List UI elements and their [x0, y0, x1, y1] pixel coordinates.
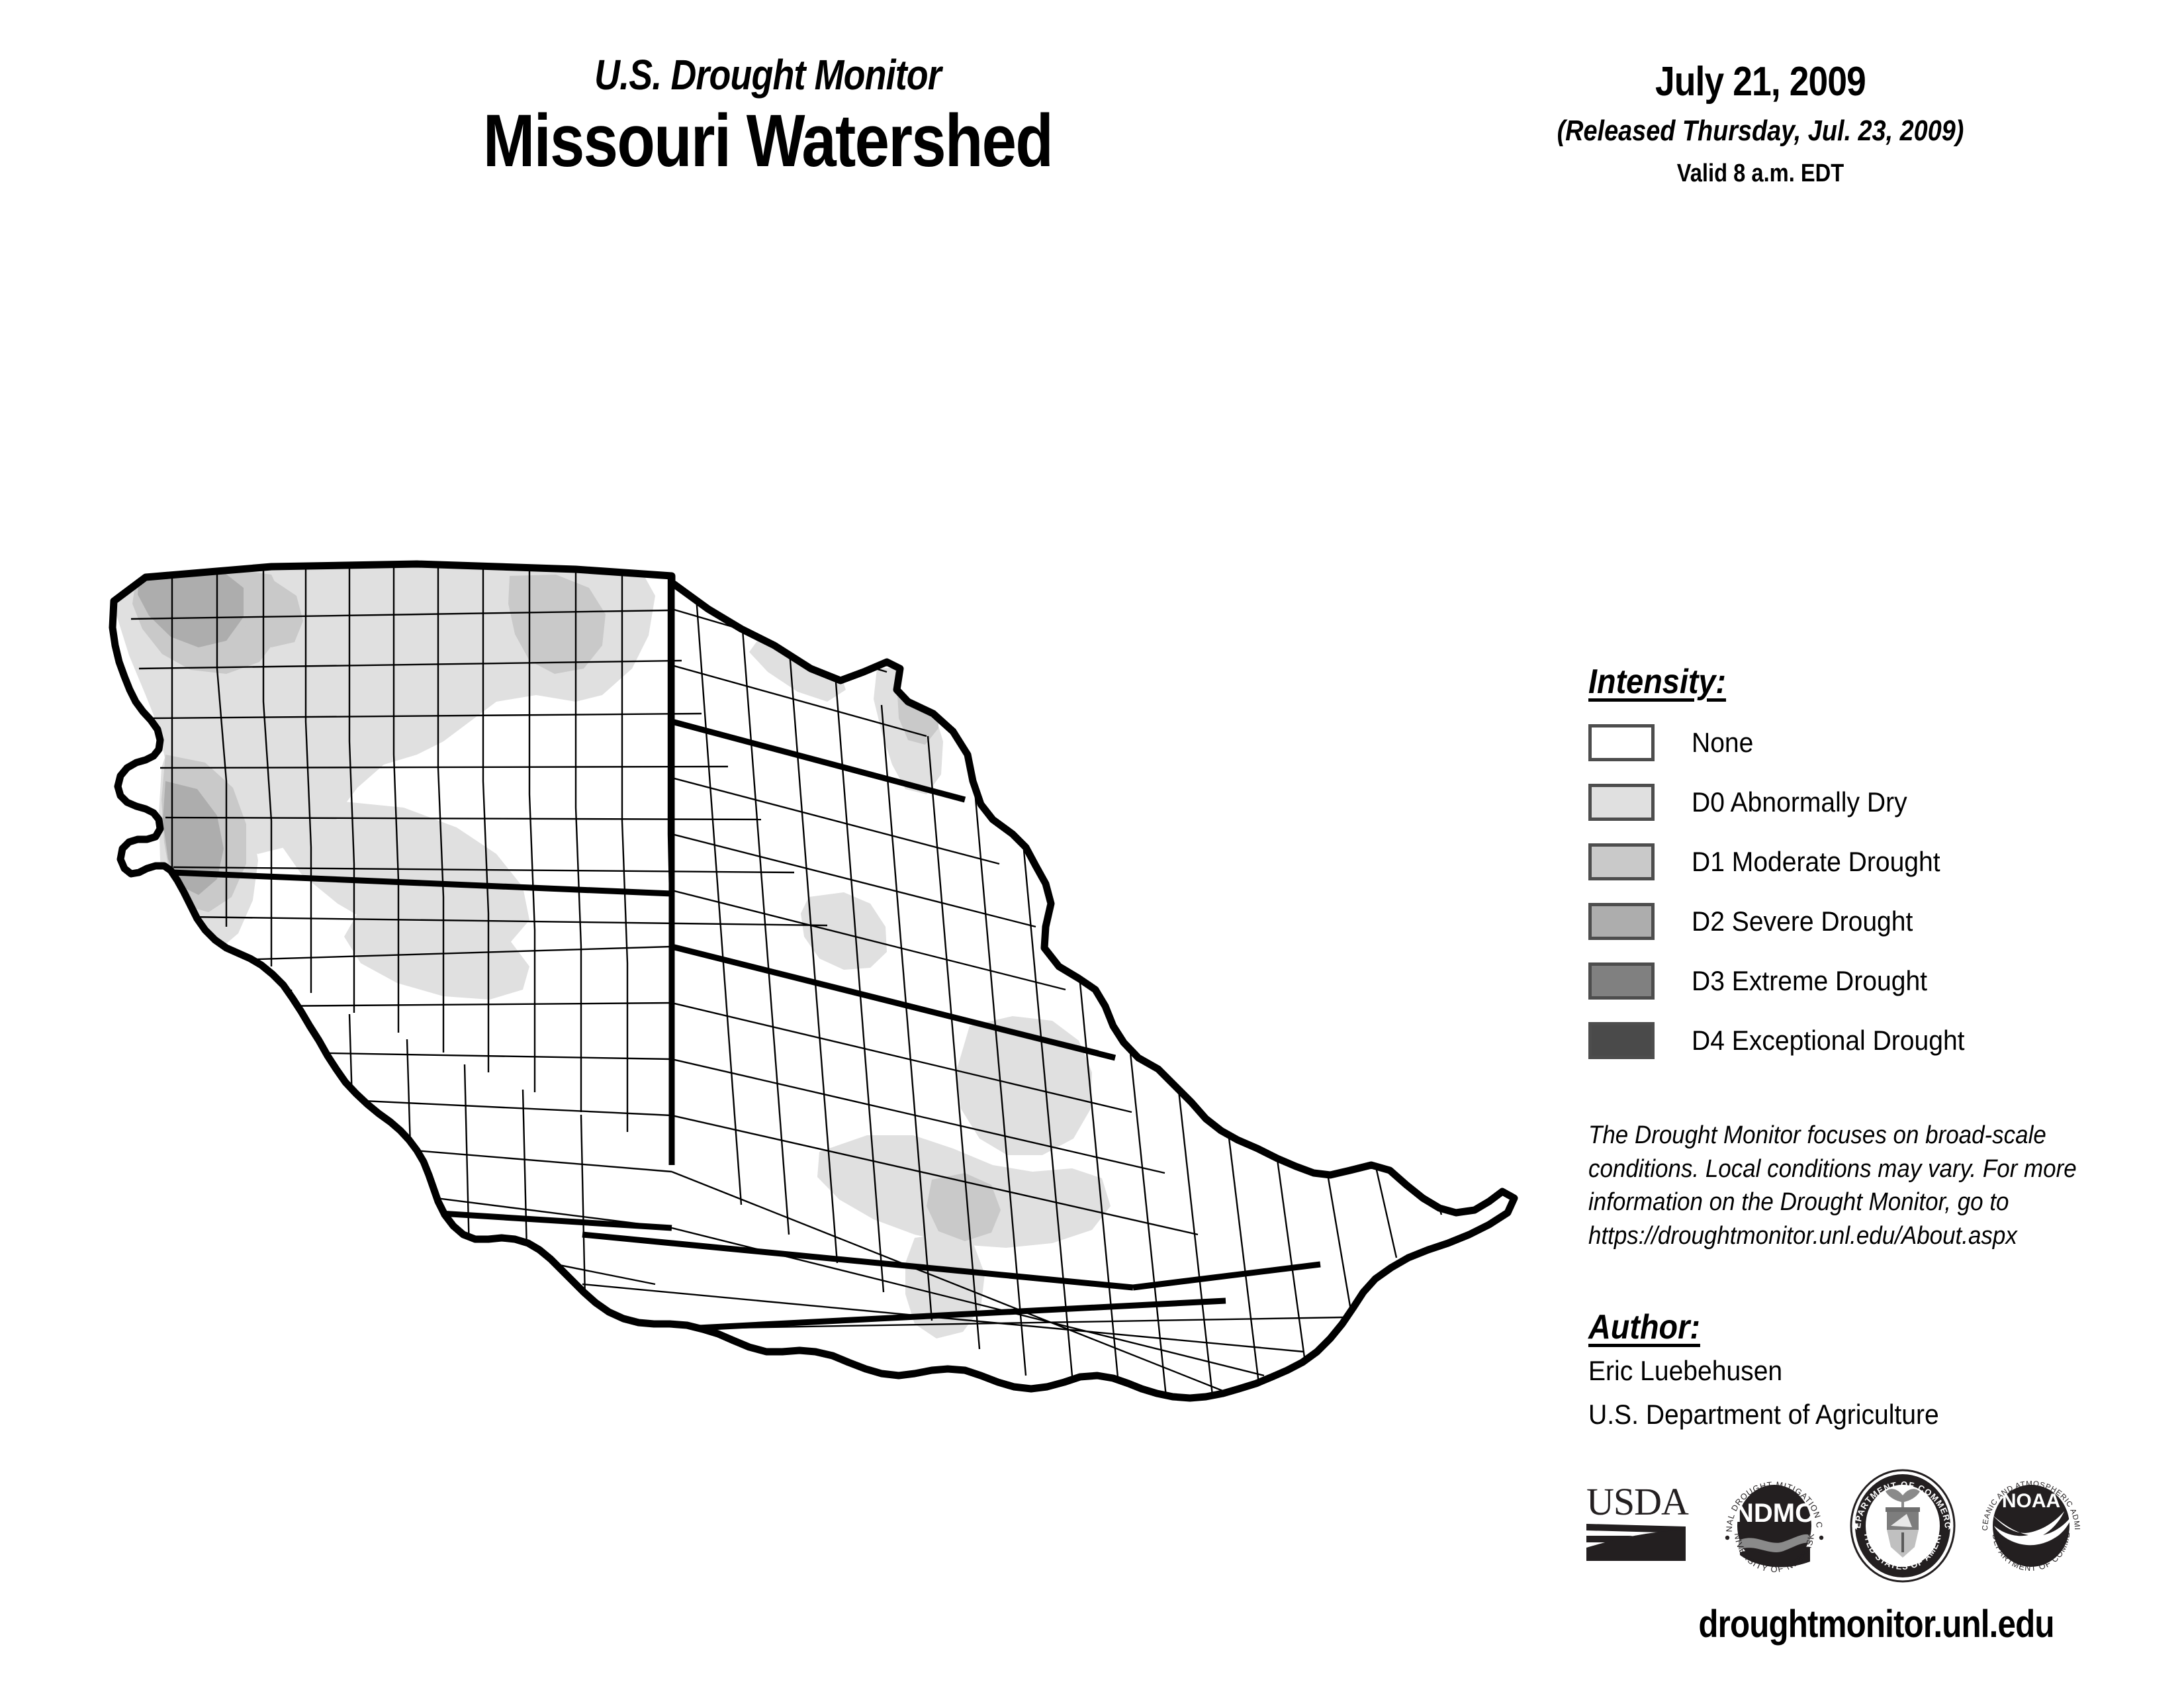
legend-item-none: None — [1588, 719, 2171, 767]
drought-area-d1 — [508, 575, 606, 674]
drought-map[interactable] — [73, 503, 1542, 1443]
county-boundaries — [130, 564, 1443, 1398]
map-date: July 21, 2009 — [1655, 59, 1866, 105]
svg-text:NOAA: NOAA — [2002, 1490, 2060, 1512]
disclaimer-line-3: information on the Drought Monitor, go t… — [1588, 1188, 2009, 1217]
legend-label-d1: D1 Moderate Drought — [1692, 846, 1940, 877]
drought-area-d0 — [344, 910, 529, 1000]
legend-label-none: None — [1692, 727, 1754, 758]
legend-label-d4: D4 Exceptional Drought — [1692, 1025, 1965, 1056]
legend-swatch-d0 — [1588, 784, 1655, 821]
date-block: July 21, 2009 (Released Thursday, Jul. 2… — [1443, 58, 2078, 188]
author-block: Author: Eric Luebehusen U.S. Department … — [1588, 1307, 2171, 1434]
author-heading: Author: — [1588, 1308, 1700, 1346]
page-header: U.S. Drought Monitor Missouri Watershed … — [0, 0, 2184, 252]
ndmc-logo: NDMC NATIONAL DROUGHT MITIGATION CENTER … — [1717, 1469, 1824, 1574]
drought-area-d0 — [271, 801, 529, 950]
drought-area-d1 — [238, 581, 303, 647]
valid-time: Valid 8 a.m. EDT — [1676, 160, 1844, 187]
legend-label-d2: D2 Severe Drought — [1692, 906, 1913, 937]
page-title: Missouri Watershed — [482, 99, 1054, 183]
disclaimer-text: The Drought Monitor focuses on broad-sca… — [1588, 1119, 2171, 1252]
legend-label-d0: D0 Abnormally Dry — [1692, 786, 1907, 818]
disclaimer-url[interactable]: https://droughtmonitor.unl.edu/About.asp… — [1588, 1221, 2017, 1250]
legend-swatch-d4 — [1588, 1022, 1655, 1059]
map-svg[interactable] — [73, 503, 1542, 1443]
release-date: (Released Thursday, Jul. 23, 2009) — [1557, 115, 1964, 147]
legend-item-d2: D2 Severe Drought — [1588, 898, 2171, 945]
usda-logo: USDA — [1586, 1480, 1690, 1561]
svg-text:NDMC: NDMC — [1735, 1499, 1814, 1528]
agency-logos: USDA NDMC NATIONAL DROUGHT MITIGATION CE… — [1585, 1460, 2148, 1592]
drought-area-d0 — [749, 635, 846, 702]
drought-area-d0 — [801, 892, 887, 970]
legend-item-d1: D1 Moderate Drought — [1588, 838, 2171, 886]
footer-url-text: droughtmonitor.unl.edu — [1698, 1603, 2054, 1646]
drought-area-d1 — [927, 1173, 1001, 1241]
state-boundaries — [171, 575, 1321, 1333]
legend-item-d0: D0 Abnormally Dry — [1588, 778, 2171, 826]
disclaimer-line-1: The Drought Monitor focuses on broad-sca… — [1588, 1121, 2046, 1149]
legend-item-d3: D3 Extreme Drought — [1588, 957, 2171, 1005]
legend-swatch-none — [1588, 724, 1655, 761]
page-subtitle: U.S. Drought Monitor — [594, 51, 942, 99]
legend-swatch-d1 — [1588, 843, 1655, 880]
footer-url[interactable]: droughtmonitor.unl.edu — [1585, 1602, 2167, 1646]
title-block: U.S. Drought Monitor Missouri Watershed — [251, 51, 1284, 183]
author-name: Eric Luebehusen — [1588, 1355, 1783, 1386]
doc-seal-logo: DEPARTMENT OF COMMERCE UNITED STATES OF … — [1846, 1469, 1956, 1583]
author-organization: U.S. Department of Agriculture — [1588, 1398, 1939, 1430]
svg-text:USDA: USDA — [1586, 1480, 1689, 1523]
svg-text:★: ★ — [1851, 1522, 1859, 1532]
disclaimer-line-2: conditions. Local conditions may vary. F… — [1588, 1154, 2077, 1183]
svg-text:★: ★ — [1946, 1522, 1954, 1532]
drought-area-d0 — [956, 1016, 1092, 1155]
intensity-legend: Intensity: None D0 Abnormally Dry D1 Mod… — [1588, 662, 2171, 1076]
legend-item-d4: D4 Exceptional Drought — [1588, 1017, 2171, 1064]
legend-swatch-d3 — [1588, 962, 1655, 1000]
legend-swatch-d2 — [1588, 903, 1655, 940]
legend-label-d3: D3 Extreme Drought — [1692, 965, 1928, 996]
legend-title: Intensity: — [1588, 663, 1727, 701]
noaa-logo: NOAA NATIONAL OCEANIC AND ATMOSPHERIC AD… — [1974, 1469, 2080, 1573]
